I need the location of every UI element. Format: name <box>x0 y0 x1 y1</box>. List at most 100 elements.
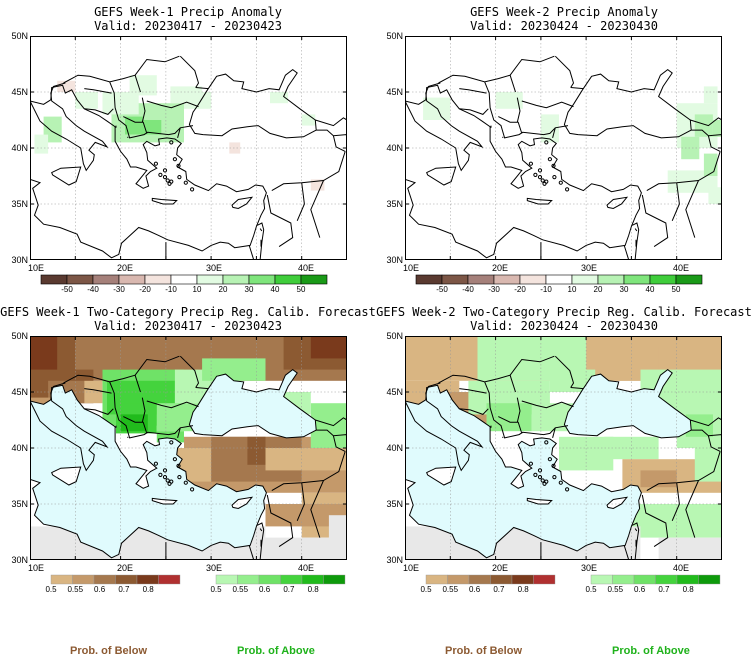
lon-tick-20e: 20E <box>492 263 509 273</box>
below-colorbar-swatch <box>533 574 556 585</box>
above-colorbar-swatch <box>676 574 699 585</box>
anomaly-colorbar-label: 10 <box>192 285 202 294</box>
map-week2-anomaly <box>405 36 722 260</box>
panel4-valid: Valid: 20230424 - 20230430 <box>470 319 658 333</box>
above-colorbar-swatch <box>655 574 678 585</box>
above-colorbar-week2 <box>590 572 721 591</box>
above-colorbar-swatch <box>590 574 613 585</box>
below-colorbar-label: 0.8 <box>142 585 154 594</box>
panel3-valid: Valid: 20230417 - 20230423 <box>94 319 282 333</box>
panel1-valid: Valid: 20230417 - 20230423 <box>94 19 282 33</box>
panel2-valid: Valid: 20230424 - 20230430 <box>470 19 658 33</box>
prob-above-label: Prob. of Above <box>237 645 315 657</box>
lat-tick-35n: 35N <box>386 199 403 209</box>
below-colorbar-swatch <box>447 574 470 585</box>
lon-tick-10e: 10E <box>28 563 45 573</box>
above-colorbar-label: 0.5 <box>585 585 597 594</box>
below-colorbar-label: 0.6 <box>469 585 481 594</box>
below-colorbar-label: 0.55 <box>442 585 459 594</box>
lat-tick-30n: 30N <box>11 255 28 265</box>
prob-above-label: Prob. of Above <box>612 645 690 657</box>
anomaly-swatch <box>467 274 495 285</box>
anomaly-colorbar-label: 30 <box>619 285 629 294</box>
lat-tick-45n: 45N <box>386 387 403 397</box>
above-colorbar-swatch <box>698 574 721 585</box>
below-colorbar-swatch <box>136 574 159 585</box>
lat-tick-50n: 50N <box>386 331 403 341</box>
panel4-title: GEFS Week-2 Two-Category Precip Reg. Cal… <box>376 305 752 319</box>
prob-below-label: Prob. of Below <box>70 645 147 657</box>
lon-tick-10e: 10E <box>28 263 45 273</box>
above-colorbar-swatch <box>280 574 303 585</box>
lat-tick-50n: 50N <box>386 31 403 41</box>
below-colorbar-swatch <box>158 574 181 585</box>
anomaly-colorbar-label: -40 <box>462 285 474 294</box>
above-colorbar-label: 0.5 <box>210 585 222 594</box>
anomaly-swatch <box>40 274 68 285</box>
anomaly-swatch <box>248 274 276 285</box>
lon-tick-30e: 30E <box>581 263 598 273</box>
anomaly-swatch <box>274 274 302 285</box>
below-colorbar-label: 0.5 <box>420 585 432 594</box>
panel2-title: GEFS Week-2 Precip Anomaly <box>470 5 658 19</box>
anomaly-swatch <box>144 274 172 285</box>
lon-tick-40e: 40E <box>673 563 690 573</box>
anomaly-colorbar-label: -20 <box>514 285 526 294</box>
lat-tick-50n: 50N <box>11 31 28 41</box>
anomaly-swatch <box>571 274 599 285</box>
above-colorbar-label: 0.6 <box>259 585 271 594</box>
map-week1-anomaly <box>30 36 347 260</box>
above-colorbar-label: 0.7 <box>658 585 670 594</box>
anomaly-swatch <box>66 274 94 285</box>
below-colorbar-label: 0.7 <box>118 585 130 594</box>
map-week2-twocat <box>405 336 722 560</box>
below-colorbar-swatch <box>72 574 95 585</box>
below-colorbar-swatch <box>511 574 534 585</box>
above-colorbar-label: 0.55 <box>232 585 249 594</box>
anomaly-swatch <box>300 274 328 285</box>
anomaly-colorbar-label: -30 <box>113 285 125 294</box>
below-colorbar-label: 0.8 <box>517 585 529 594</box>
anomaly-swatch <box>675 274 703 285</box>
above-colorbar-label: 0.8 <box>307 585 319 594</box>
below-colorbar-swatch <box>425 574 448 585</box>
lon-tick-20e: 20E <box>492 563 509 573</box>
anomaly-colorbar-label: 50 <box>296 285 306 294</box>
above-colorbar-swatch <box>301 574 324 585</box>
above-colorbar-swatch <box>237 574 260 585</box>
lat-tick-40n: 40N <box>386 143 403 153</box>
above-colorbar-label: 0.55 <box>607 585 624 594</box>
lat-tick-45n: 45N <box>11 387 28 397</box>
lat-tick-40n: 40N <box>11 443 28 453</box>
below-colorbar-swatch <box>468 574 491 585</box>
lat-tick-40n: 40N <box>11 143 28 153</box>
anomaly-swatch <box>545 274 573 285</box>
anomaly-colorbar-week2 <box>415 274 703 295</box>
anomaly-colorbar-label: 50 <box>671 285 681 294</box>
panel1-title: GEFS Week-1 Precip Anomaly <box>94 5 282 19</box>
above-colorbar-week1 <box>215 572 346 591</box>
lat-tick-45n: 45N <box>11 87 28 97</box>
anomaly-swatch <box>118 274 146 285</box>
lat-tick-45n: 45N <box>386 87 403 97</box>
anomaly-swatch <box>441 274 469 285</box>
anomaly-swatch <box>170 274 198 285</box>
below-colorbar-swatch <box>93 574 116 585</box>
anomaly-colorbar-label: -40 <box>87 285 99 294</box>
prob-below-label: Prob. of Below <box>445 645 522 657</box>
anomaly-swatch <box>649 274 677 285</box>
anomaly-colorbar-label: -50 <box>61 285 73 294</box>
anomaly-colorbar-label: 20 <box>593 285 603 294</box>
above-colorbar-swatch <box>323 574 346 585</box>
lon-tick-30e: 30E <box>206 563 223 573</box>
anomaly-colorbar-week1 <box>40 274 328 295</box>
below-colorbar-week2 <box>425 572 556 591</box>
anomaly-swatch <box>415 274 443 285</box>
anomaly-swatch <box>92 274 120 285</box>
below-colorbar-swatch <box>490 574 513 585</box>
lon-tick-40e: 40E <box>298 263 315 273</box>
anomaly-colorbar-label: -20 <box>139 285 151 294</box>
below-colorbar-label: 0.5 <box>45 585 57 594</box>
lon-tick-20e: 20E <box>117 563 134 573</box>
lon-tick-30e: 30E <box>206 263 223 273</box>
